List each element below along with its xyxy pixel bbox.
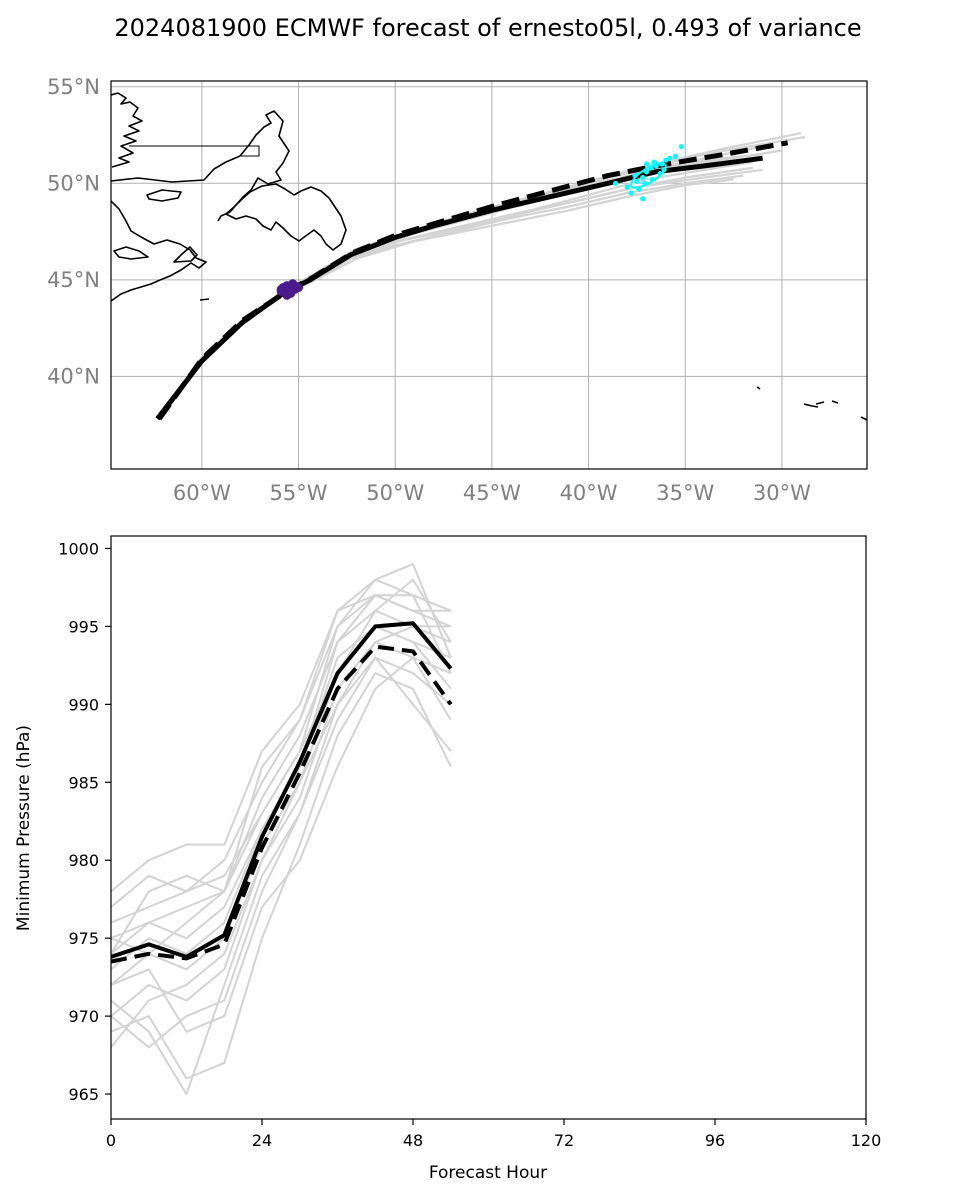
pressure-ensemble-line [111, 578, 452, 955]
map-end-marker [653, 163, 659, 169]
map-end-marker [640, 174, 646, 181]
map-lon-tick-label: 60°W [173, 481, 231, 505]
map-end-marker [643, 169, 650, 175]
quebec-boundary [129, 145, 260, 157]
map-background [111, 81, 867, 469]
pressure-dashed-mean-line [111, 644, 453, 964]
cape-breton-coastline [173, 246, 198, 263]
pressure-x-tick-label: 24 [252, 1131, 272, 1150]
map-dashed-mean-track [157, 140, 789, 421]
track-map-panel: 60°W 55°W 50°W 45°W 40°W 35°W 30°W 40°N 45°N 50°… [47, 75, 868, 505]
map-start-marker [276, 286, 286, 296]
pressure-y-tick-label: 990 [68, 695, 99, 714]
sable-island [199, 298, 210, 301]
map-coastlines [111, 92, 867, 421]
map-end-marker [632, 172, 638, 179]
map-lat-tick-label: 55°N [47, 75, 100, 99]
anticosti-island [146, 189, 182, 202]
map-end-marker [628, 190, 634, 196]
map-latitude-labels: 40°N 45°N 50°N 55°N [47, 75, 100, 389]
pressure-y-tick-label: 975 [68, 929, 99, 948]
pressure-y-tick-label: 985 [68, 773, 99, 792]
figure-title: 2024081900 ECMWF forecast of ernesto05l,… [114, 14, 861, 42]
map-end-marker [657, 171, 663, 177]
map-end-marker [663, 157, 669, 163]
azores-central [803, 400, 839, 408]
pressure-ensemble-line [111, 625, 452, 955]
pressure-x-tick-label: 120 [851, 1131, 882, 1150]
pressure-x-tick-label: 48 [403, 1131, 423, 1150]
pressure-x-tick-label: 96 [705, 1131, 725, 1150]
map-end-marker [640, 196, 646, 202]
pressure-solid-mean-line [111, 621, 453, 959]
map-end-marker [678, 144, 684, 150]
map-frame [110, 80, 868, 470]
pressure-y-tick-label: 1000 [58, 539, 99, 558]
north-shore-coastline [111, 110, 290, 222]
map-end-marker [647, 165, 654, 171]
map-lat-tick-label: 40°N [47, 364, 100, 388]
pei-island [113, 246, 149, 260]
pressure-x-tick-label: 0 [106, 1131, 116, 1150]
pressure-chart-panel: 0 24 48 72 96 120 965 970 975 980 985 990 995 1000 F… [14, 535, 881, 1183]
map-end-marker [659, 161, 665, 167]
pressure-x-axis: 0 24 48 72 96 120 [106, 1119, 881, 1150]
map-end-marker [651, 159, 657, 165]
pressure-x-tick-label: 72 [554, 1131, 574, 1150]
pressure-ensemble-line [111, 594, 451, 908]
azores-west [756, 386, 761, 390]
pressure-y-tick-label: 995 [68, 617, 99, 636]
pressure-y-axis: 965 970 975 980 985 990 995 1000 [58, 539, 111, 1104]
map-end-marker [649, 176, 655, 183]
pressure-y-tick-label: 970 [68, 1007, 99, 1026]
pressure-y-tick-label: 965 [68, 1085, 99, 1104]
pressure-ensemble-line [111, 656, 452, 1048]
pressure-ensemble-line [111, 594, 452, 955]
map-lon-tick-label: 55°W [270, 481, 328, 505]
map-end-marker [642, 180, 648, 186]
map-end-marker [667, 155, 673, 161]
map-longitude-labels: 60°W 55°W 50°W 45°W 40°W 35°W 30°W [173, 481, 811, 505]
pressure-ensemble-line [111, 656, 452, 1096]
map-end-marker [672, 153, 679, 159]
map-lat-tick-label: 50°N [47, 171, 100, 195]
map-end-marker [643, 161, 650, 167]
pressure-y-axis-label: Minimum Pressure (hPa) [14, 725, 34, 931]
map-lon-tick-label: 40°W [560, 481, 618, 505]
map-lon-tick-label: 30°W [753, 481, 811, 505]
pressure-ensemble-lines [111, 563, 452, 1096]
map-lon-tick-label: 35°W [656, 481, 714, 505]
map-end-marker [661, 167, 667, 173]
map-lat-tick-label: 45°N [47, 268, 100, 292]
map-end-marker [636, 186, 642, 192]
labrador-coastline [111, 92, 143, 168]
map-lon-tick-label: 50°W [366, 481, 424, 505]
map-lon-tick-label: 45°W [463, 481, 521, 505]
map-gridlines [111, 81, 867, 469]
pressure-frame [110, 535, 867, 1120]
map-start-marker [284, 283, 294, 293]
pressure-x-axis-label: Forecast Hour [429, 1163, 547, 1183]
pressure-ensemble-line [111, 625, 452, 1049]
map-end-marker [624, 184, 630, 190]
pressure-mean-lines [111, 621, 453, 964]
pressure-ensemble-line [111, 672, 452, 1080]
azores-east [860, 416, 867, 421]
gaspe-nova-scotia-coastline [111, 200, 207, 302]
newfoundland-coastline [225, 183, 347, 251]
map-end-marker [634, 178, 640, 184]
map-position-markers [276, 144, 684, 300]
pressure-ensemble-line [111, 609, 451, 986]
map-end-marker [613, 180, 619, 186]
pressure-ensemble-line [111, 656, 452, 1033]
pressure-y-tick-label: 980 [68, 851, 99, 870]
